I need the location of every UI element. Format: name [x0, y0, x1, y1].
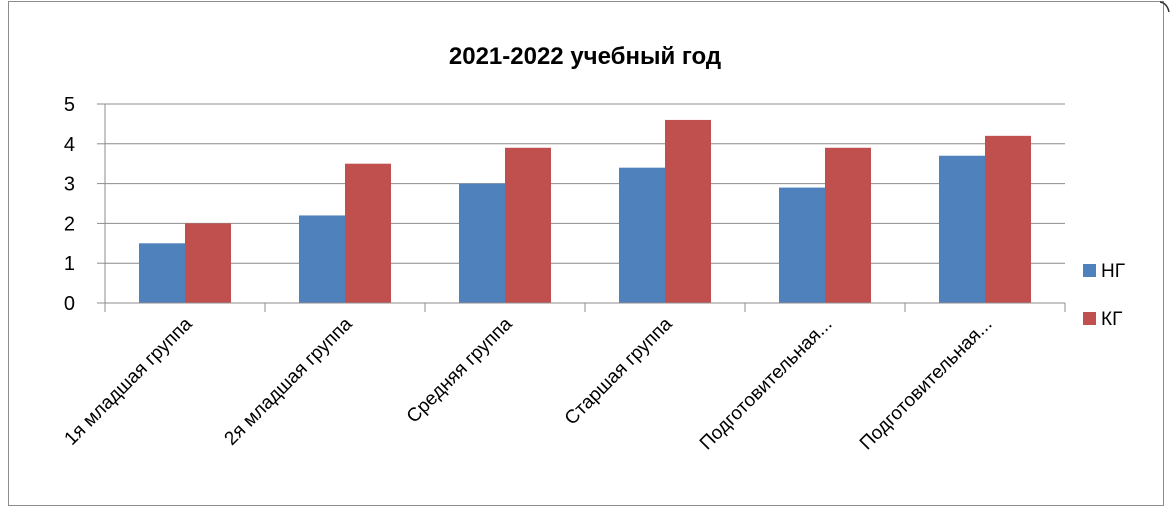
x-tick-labels: 1я младшая группа 2я младшая группа Средня… — [61, 313, 997, 454]
y-tick-labels: 0 1 2 3 4 5 — [64, 94, 75, 315]
bar-kg-5 — [825, 147, 871, 303]
x-tick-label: Средняя группа — [403, 313, 517, 427]
legend-label: КГ — [1101, 309, 1122, 330]
x-tick-label: Подготовительная... — [696, 314, 837, 455]
bar-ng-4 — [619, 167, 665, 303]
gridlines — [105, 103, 1065, 264]
legend-label: НГ — [1101, 261, 1125, 282]
bar-ng-6 — [939, 155, 985, 303]
bar-kg-6 — [985, 135, 1031, 303]
axes — [97, 103, 1066, 312]
x-tick-label: Подготовительная... — [856, 314, 997, 455]
y-tick-label: 5 — [64, 94, 75, 116]
chart-title: 2021-2022 учебный год — [449, 43, 721, 70]
y-tick-label: 0 — [64, 293, 75, 315]
bar-ng-3 — [459, 183, 505, 303]
bar-kg-4 — [665, 119, 711, 303]
page-corner-mark — [1159, 1, 1170, 13]
y-tick-label: 4 — [64, 134, 75, 156]
bar-ng-5 — [779, 187, 825, 303]
x-tick-label: 2я младшая группа — [221, 313, 357, 449]
legend: НГ КГ — [1083, 261, 1125, 330]
bar-kg-3 — [505, 147, 551, 303]
bar-kg-1 — [185, 223, 231, 303]
legend-swatch — [1083, 312, 1096, 325]
bar-ng-2 — [299, 215, 345, 303]
x-tick-label: 1я младшая группа — [61, 313, 197, 449]
legend-swatch — [1083, 264, 1096, 277]
y-tick-label: 1 — [64, 253, 75, 275]
y-tick-label: 3 — [64, 174, 75, 196]
x-tick-label: Старшая группа — [561, 313, 677, 429]
bars — [139, 119, 1031, 303]
y-tick-label: 2 — [64, 213, 75, 235]
bar-kg-2 — [345, 163, 391, 303]
bar-ng-1 — [139, 243, 185, 303]
